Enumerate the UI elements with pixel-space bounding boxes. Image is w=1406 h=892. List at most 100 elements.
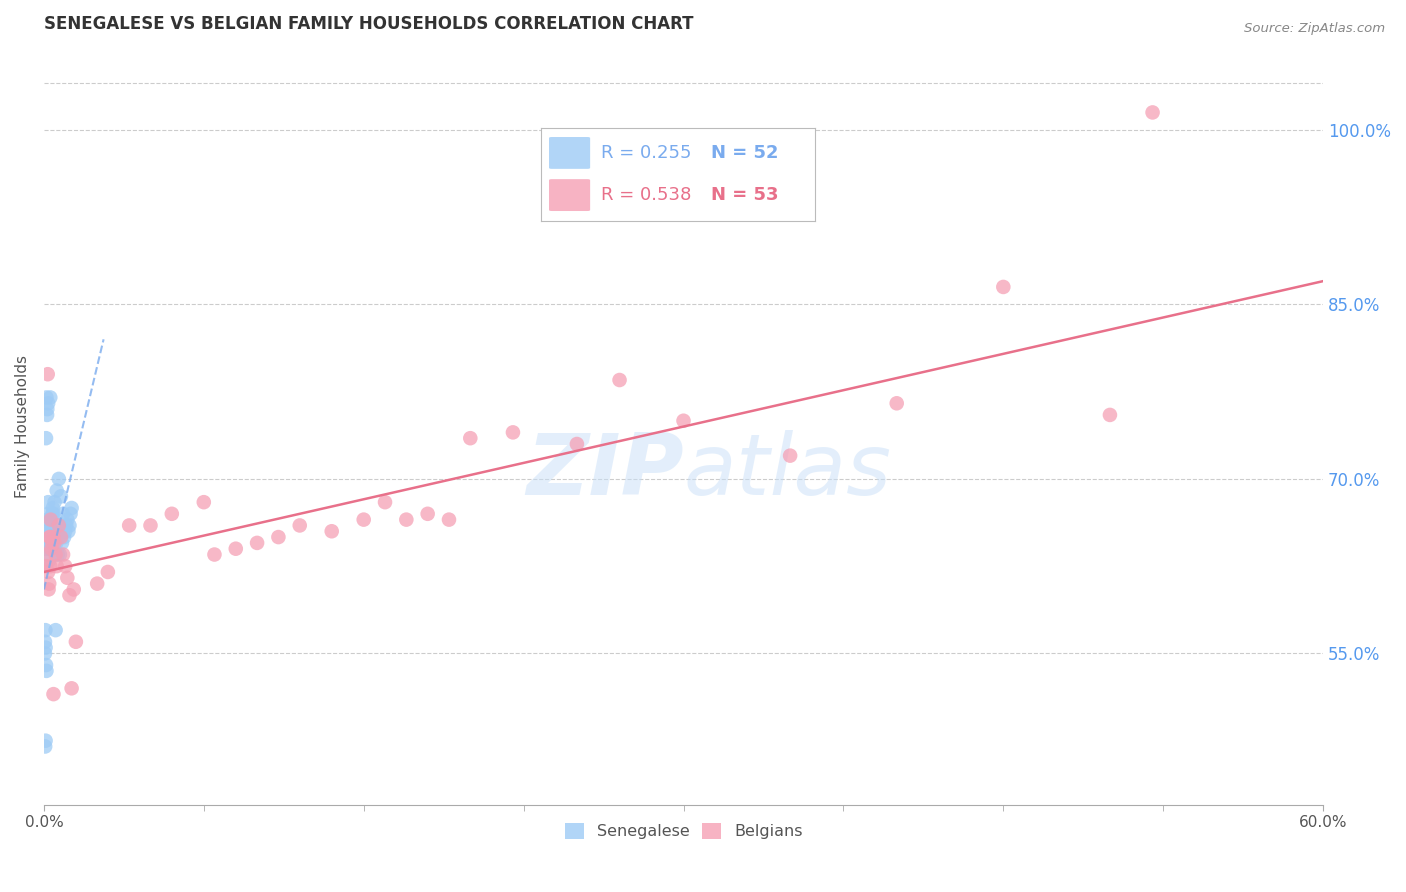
Point — [886, 396, 908, 410]
Point — [35, 548, 58, 562]
Point — [437, 513, 460, 527]
Point — [59, 507, 82, 521]
Point — [42, 500, 65, 515]
Point — [58, 524, 80, 539]
Point — [37, 565, 59, 579]
Point — [193, 495, 215, 509]
Point — [56, 513, 79, 527]
Point — [35, 559, 58, 574]
Point — [34, 634, 56, 648]
Point — [60, 681, 83, 696]
Point — [60, 500, 83, 515]
Point — [52, 548, 75, 562]
Point — [65, 634, 87, 648]
Point — [45, 623, 67, 637]
Point — [35, 524, 58, 539]
Point — [416, 507, 439, 521]
Point — [56, 571, 79, 585]
Point — [53, 524, 76, 539]
Point — [160, 507, 183, 521]
Text: R = 0.538: R = 0.538 — [602, 186, 692, 204]
Point — [97, 565, 120, 579]
Point — [321, 524, 343, 539]
Point — [62, 582, 84, 597]
Point — [779, 449, 801, 463]
Legend: Senegalese, Belgians: Senegalese, Belgians — [558, 816, 808, 846]
Point — [39, 513, 62, 527]
Point — [609, 373, 631, 387]
Point — [39, 391, 62, 405]
Point — [34, 541, 56, 556]
Point — [49, 489, 72, 503]
Point — [45, 483, 67, 498]
Point — [288, 518, 311, 533]
Point — [39, 513, 62, 527]
Point — [38, 524, 60, 539]
Point — [225, 541, 247, 556]
Point — [41, 536, 63, 550]
Point — [46, 548, 69, 562]
Point — [35, 431, 58, 445]
Point — [38, 507, 60, 521]
Point — [565, 437, 588, 451]
Point — [458, 431, 481, 445]
Point — [35, 658, 58, 673]
Text: SENEGALESE VS BELGIAN FAMILY HOUSEHOLDS CORRELATION CHART: SENEGALESE VS BELGIAN FAMILY HOUSEHOLDS … — [44, 15, 693, 33]
Point — [37, 368, 59, 382]
Text: N = 52: N = 52 — [711, 144, 779, 162]
Point — [34, 733, 56, 747]
Point — [37, 396, 59, 410]
Point — [49, 548, 72, 562]
Point — [35, 664, 58, 678]
FancyBboxPatch shape — [548, 179, 591, 211]
Point — [41, 518, 63, 533]
Point — [37, 402, 59, 417]
Point — [38, 530, 60, 544]
Point — [48, 530, 70, 544]
Point — [49, 530, 72, 544]
Point — [45, 559, 67, 574]
Point — [37, 495, 59, 509]
Point — [672, 414, 695, 428]
Text: Source: ZipAtlas.com: Source: ZipAtlas.com — [1244, 22, 1385, 36]
Point — [502, 425, 524, 440]
Text: R = 0.255: R = 0.255 — [602, 144, 692, 162]
Point — [204, 548, 226, 562]
Point — [395, 513, 418, 527]
Point — [55, 518, 77, 533]
Point — [1142, 105, 1164, 120]
Point — [48, 518, 70, 533]
Point — [38, 553, 60, 567]
Point — [41, 507, 63, 521]
FancyBboxPatch shape — [548, 137, 591, 169]
Point — [38, 576, 60, 591]
Point — [41, 541, 63, 556]
Point — [139, 518, 162, 533]
Point — [34, 623, 56, 637]
Point — [38, 582, 60, 597]
Y-axis label: Family Households: Family Households — [15, 355, 30, 498]
Point — [353, 513, 375, 527]
Point — [44, 530, 66, 544]
Point — [35, 530, 58, 544]
Text: ZIP: ZIP — [526, 431, 683, 514]
Point — [53, 559, 76, 574]
Point — [52, 524, 75, 539]
Point — [34, 647, 56, 661]
Point — [35, 408, 58, 422]
Point — [44, 536, 66, 550]
Point — [38, 530, 60, 544]
Point — [39, 541, 62, 556]
Point — [45, 548, 67, 562]
Point — [246, 536, 269, 550]
Point — [39, 559, 62, 574]
Point — [44, 495, 66, 509]
Point — [58, 518, 80, 533]
Point — [1098, 408, 1121, 422]
Point — [42, 530, 65, 544]
Point — [34, 640, 56, 655]
Text: N = 53: N = 53 — [711, 186, 779, 204]
Point — [53, 530, 76, 544]
Point — [86, 576, 108, 591]
Point — [45, 536, 67, 550]
